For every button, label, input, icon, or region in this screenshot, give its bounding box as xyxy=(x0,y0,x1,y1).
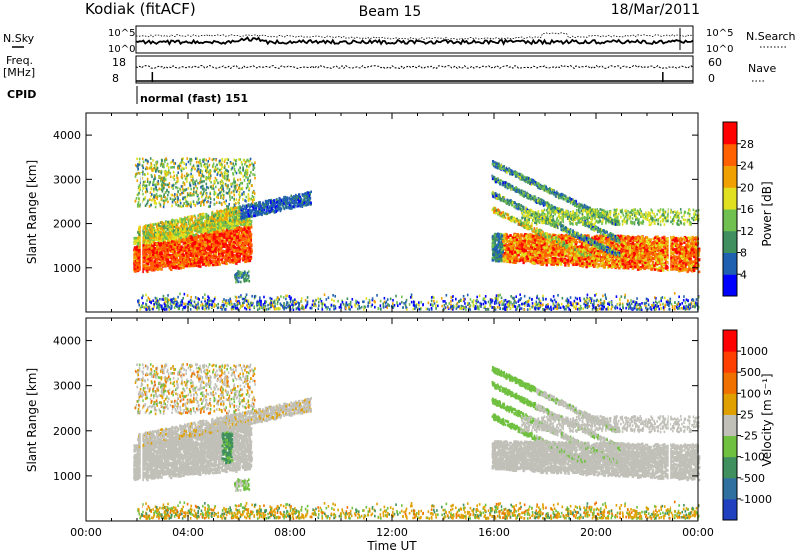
nave-tick-bottom: 0 xyxy=(708,72,715,85)
nsearch-tick-top: 10^5 xyxy=(706,28,733,39)
nsky-trace xyxy=(136,38,693,45)
freq-traces xyxy=(136,66,693,83)
beam-title: Beam 15 xyxy=(359,4,422,20)
power-point xyxy=(180,267,182,270)
freq-tick-bottom: 8 xyxy=(112,72,119,85)
power-scatter xyxy=(133,157,700,311)
cpid-label: CPID xyxy=(7,88,36,101)
nsky-traces xyxy=(136,28,693,50)
nsearch-trace xyxy=(136,33,693,40)
freq-tick-top: 18 xyxy=(112,56,126,69)
power-point xyxy=(240,229,242,232)
freq-unit: [MHz] xyxy=(3,66,35,79)
nsky-label: N.Sky xyxy=(3,32,35,45)
radar-figure: Kodiak (fitACF) Beam 15 18/Mar/2011 N.Sk… xyxy=(0,0,800,554)
nave-tick-top: 60 xyxy=(708,56,722,69)
station-title: Kodiak (fitACF) xyxy=(85,0,196,18)
power-point xyxy=(239,255,241,258)
nsearch-label: N.Search xyxy=(746,30,796,43)
freq-panel xyxy=(136,56,693,83)
nsky-panel xyxy=(136,26,693,53)
power-point xyxy=(219,263,221,266)
freq-trace xyxy=(136,66,693,69)
power-point xyxy=(194,252,196,255)
nave-label: Nave xyxy=(748,62,776,75)
nsearch-tick-bottom: 10^0 xyxy=(706,44,733,55)
cpid-value: normal (fast) 151 xyxy=(140,92,248,105)
nsky-tick-bottom: 10^0 xyxy=(108,44,135,55)
nsky-tick-top: 10^5 xyxy=(108,28,135,39)
date-title: 18/Mar/2011 xyxy=(611,2,700,18)
